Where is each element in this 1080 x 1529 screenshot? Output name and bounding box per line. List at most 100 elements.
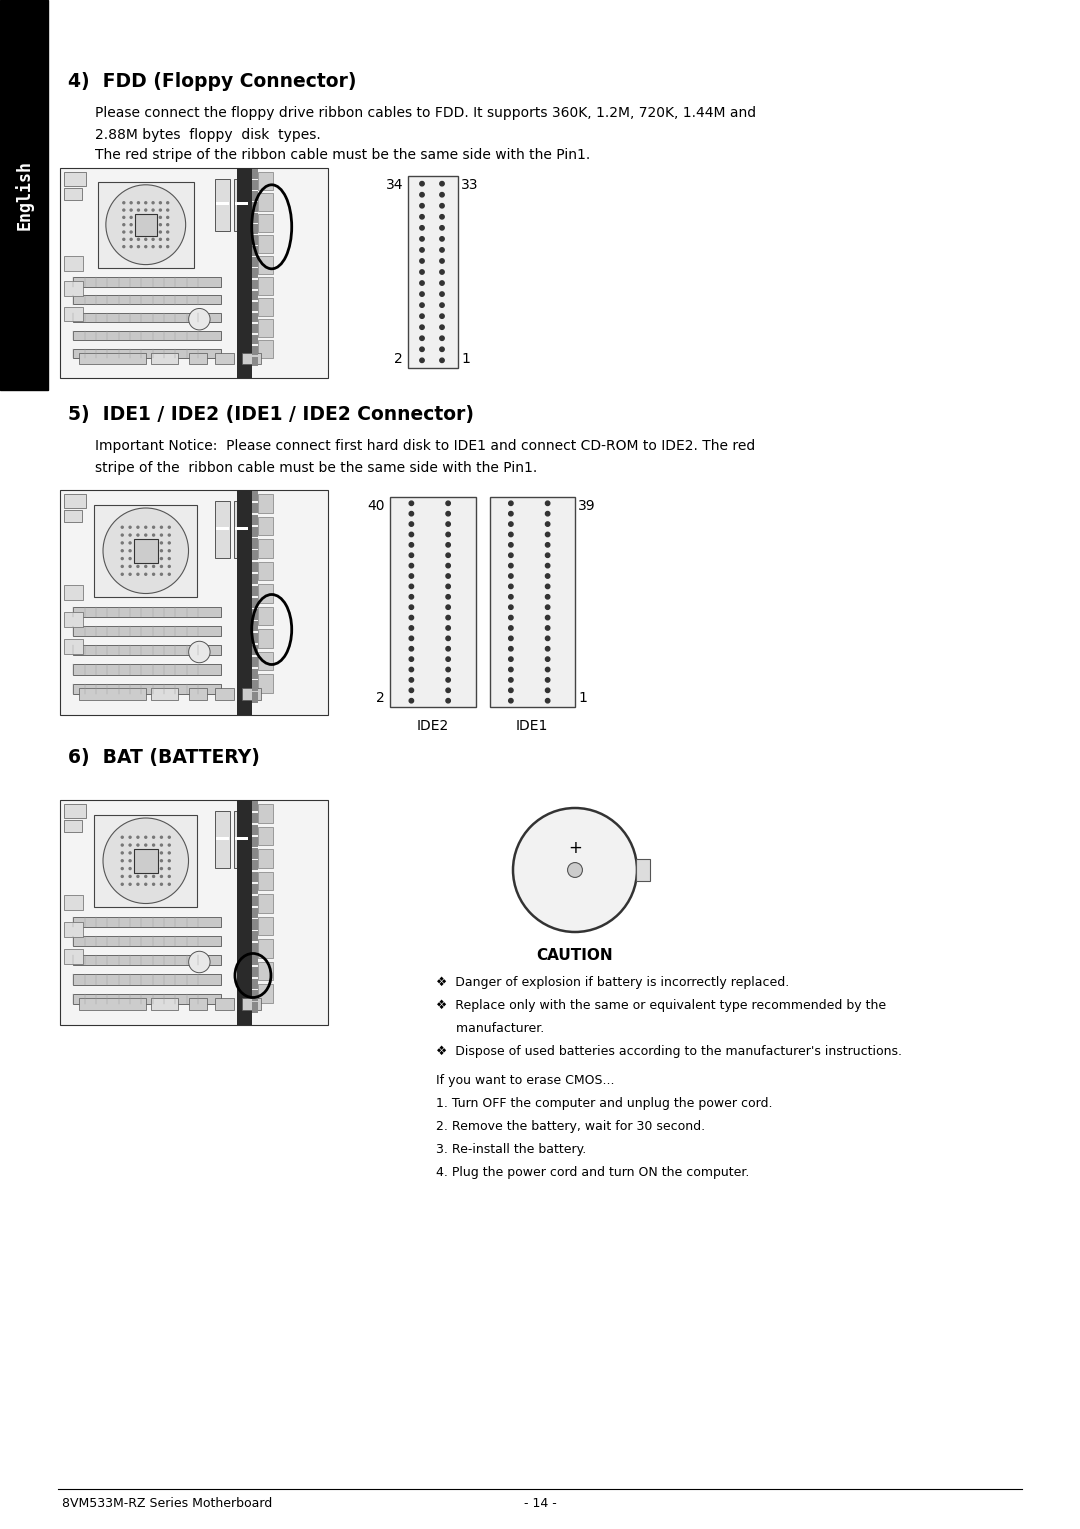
Circle shape <box>130 541 131 544</box>
Circle shape <box>420 269 424 274</box>
Circle shape <box>168 852 171 853</box>
Circle shape <box>137 541 139 544</box>
Circle shape <box>446 657 450 662</box>
Bar <box>73 917 220 927</box>
Circle shape <box>409 699 414 703</box>
Circle shape <box>409 625 414 630</box>
Circle shape <box>145 541 147 544</box>
Circle shape <box>446 584 450 589</box>
Bar <box>252 335 258 344</box>
Circle shape <box>440 237 444 242</box>
Circle shape <box>420 182 424 187</box>
Bar <box>64 307 83 321</box>
Circle shape <box>440 303 444 307</box>
Bar <box>73 994 220 1003</box>
Circle shape <box>545 667 550 671</box>
Circle shape <box>152 223 154 226</box>
Circle shape <box>137 573 139 575</box>
Circle shape <box>189 951 211 972</box>
Circle shape <box>166 239 168 240</box>
Circle shape <box>121 844 123 846</box>
Text: 1: 1 <box>461 352 470 365</box>
Circle shape <box>168 876 171 878</box>
Bar <box>73 936 220 946</box>
Circle shape <box>152 884 154 885</box>
Bar <box>258 849 273 868</box>
Circle shape <box>121 566 123 567</box>
Circle shape <box>137 884 139 885</box>
Circle shape <box>161 859 162 862</box>
Text: CAUTION: CAUTION <box>537 948 613 963</box>
Circle shape <box>545 564 550 567</box>
Bar <box>252 896 258 907</box>
Circle shape <box>161 836 162 838</box>
Bar <box>252 956 258 965</box>
Bar <box>134 538 158 563</box>
Circle shape <box>409 553 414 558</box>
Bar <box>252 269 258 278</box>
Circle shape <box>440 258 444 263</box>
Circle shape <box>130 836 131 838</box>
Circle shape <box>420 226 424 229</box>
Circle shape <box>440 292 444 297</box>
Bar <box>252 836 258 847</box>
Bar <box>215 353 234 364</box>
Bar <box>60 168 328 378</box>
Circle shape <box>545 584 550 589</box>
Circle shape <box>440 248 444 252</box>
Circle shape <box>545 502 550 506</box>
Bar <box>252 257 258 268</box>
Bar <box>252 280 258 289</box>
Bar <box>489 497 575 706</box>
Bar <box>73 330 220 339</box>
Text: 3. Re-install the battery.: 3. Re-install the battery. <box>436 1144 586 1156</box>
Bar <box>252 526 258 537</box>
Circle shape <box>161 867 162 870</box>
Circle shape <box>509 532 513 537</box>
Circle shape <box>168 541 171 544</box>
Text: Important Notice:  Please connect first hard disk to IDE1 and connect CD-ROM to : Important Notice: Please connect first h… <box>95 439 755 453</box>
Circle shape <box>409 688 414 693</box>
Bar <box>215 502 230 558</box>
Circle shape <box>152 231 154 232</box>
Circle shape <box>161 884 162 885</box>
Bar <box>151 353 178 364</box>
Circle shape <box>152 217 154 219</box>
Circle shape <box>160 217 161 219</box>
Bar <box>258 193 273 211</box>
Circle shape <box>420 336 424 341</box>
Circle shape <box>130 852 131 853</box>
Bar <box>79 998 146 1011</box>
Circle shape <box>166 246 168 248</box>
Bar <box>258 674 273 693</box>
Text: 2: 2 <box>376 691 384 705</box>
Bar <box>258 540 273 558</box>
Bar <box>252 538 258 549</box>
Circle shape <box>409 512 414 515</box>
Circle shape <box>152 852 154 853</box>
Circle shape <box>121 534 123 537</box>
Circle shape <box>152 558 154 560</box>
Circle shape <box>409 564 414 567</box>
Text: 6)  BAT (BATTERY): 6) BAT (BATTERY) <box>68 748 260 768</box>
Circle shape <box>161 876 162 878</box>
Bar <box>73 683 220 694</box>
Text: 39: 39 <box>578 498 596 514</box>
Circle shape <box>420 281 424 286</box>
Bar <box>135 214 157 235</box>
Bar <box>252 573 258 584</box>
Bar <box>252 849 258 859</box>
Bar <box>73 277 220 286</box>
Circle shape <box>568 862 582 878</box>
Circle shape <box>137 534 139 537</box>
Circle shape <box>145 844 147 846</box>
Circle shape <box>130 202 132 203</box>
Circle shape <box>446 667 450 671</box>
Bar <box>258 872 273 890</box>
Circle shape <box>145 859 147 862</box>
Bar <box>79 688 146 700</box>
Circle shape <box>145 867 147 870</box>
Bar <box>252 213 258 223</box>
Circle shape <box>121 867 123 870</box>
Circle shape <box>145 239 147 240</box>
